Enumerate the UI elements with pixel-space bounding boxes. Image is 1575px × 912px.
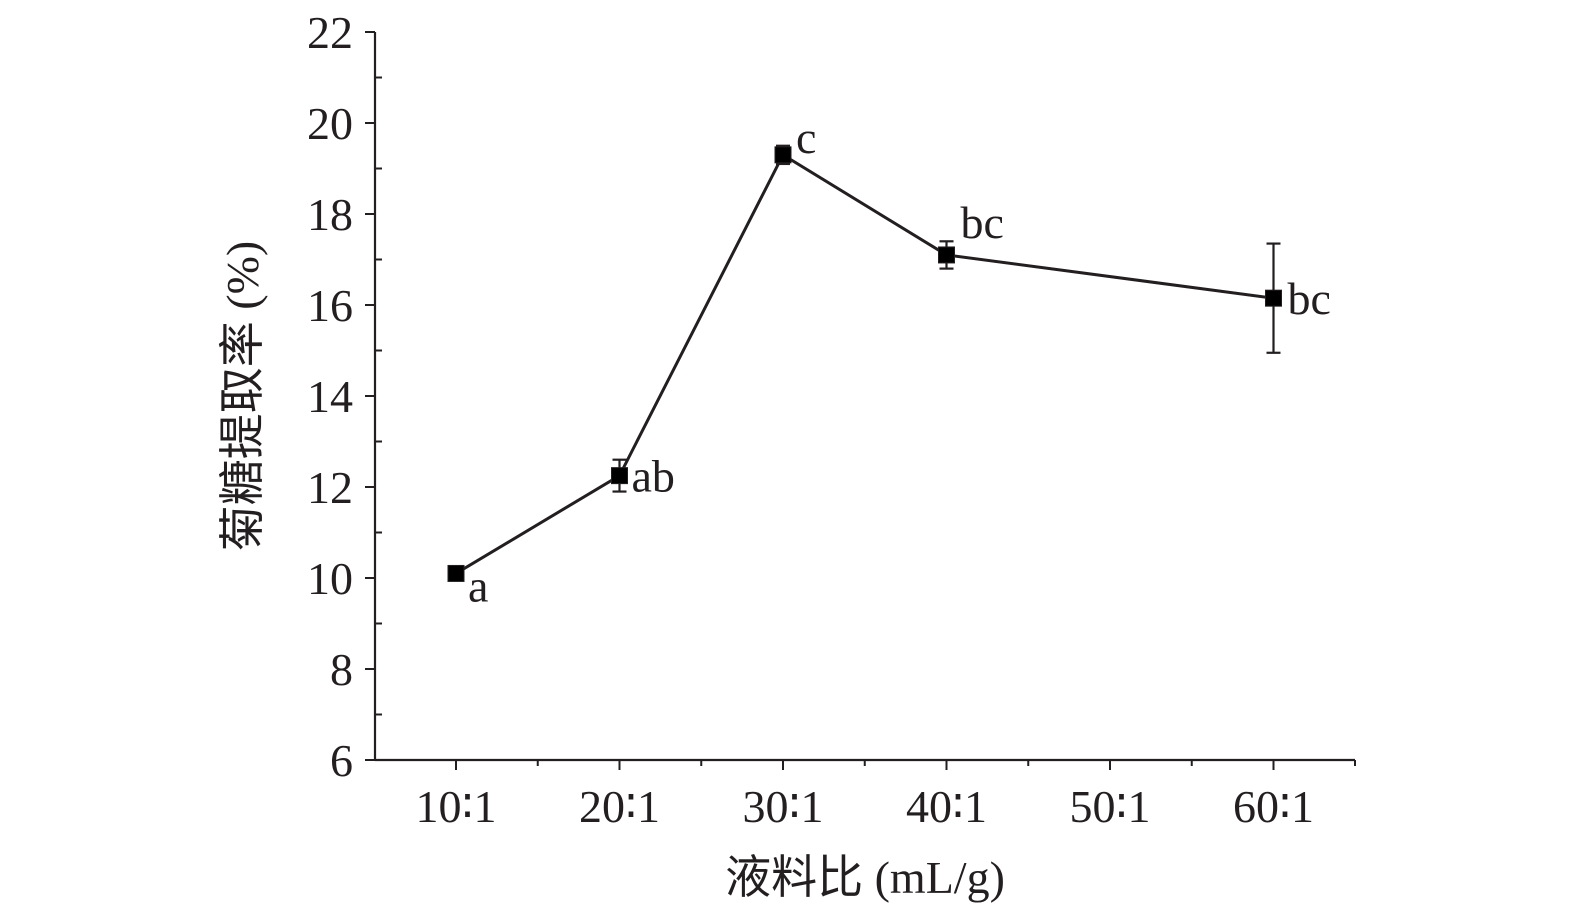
x-tick-label: 60∶1	[1233, 781, 1314, 832]
point-labels: a ab c bc bc	[468, 112, 1331, 612]
data-point	[447, 564, 465, 582]
markers	[447, 146, 1282, 582]
y-tick-label: 10	[307, 553, 353, 604]
data-point	[774, 146, 792, 164]
y-tick-label: 14	[307, 371, 353, 422]
data-point	[938, 246, 955, 264]
y-tick-label: 6	[330, 735, 353, 786]
x-tick-label: 40∶1	[906, 781, 987, 832]
y-tick-label: 20	[307, 98, 353, 149]
data-label: bc	[1288, 273, 1331, 324]
y-tick-label: 16	[307, 280, 353, 331]
y-ticks: 6 8 10 12 14 16 18 20 22	[307, 7, 382, 786]
y-tick-label: 18	[307, 189, 353, 240]
series-line	[455, 152, 1274, 575]
x-tick-label: 10∶1	[416, 781, 497, 832]
y-tick-label: 12	[307, 462, 353, 513]
y-tick-label: 22	[307, 7, 353, 58]
x-tick-label: 20∶1	[579, 781, 660, 832]
data-label: bc	[961, 197, 1004, 248]
error-bars	[449, 144, 1281, 580]
x-tick-label: 30∶1	[743, 781, 824, 832]
x-tick-label: 50∶1	[1070, 781, 1151, 832]
axes	[373, 32, 1355, 762]
y-tick-label: 8	[330, 644, 353, 695]
x-axis-title: 液料比 (mL/g)	[725, 852, 1005, 903]
series-group	[455, 152, 1274, 575]
data-label: c	[796, 112, 816, 163]
data-label: a	[468, 560, 488, 611]
y-axis-title: 菊糖提取率 (%)	[217, 241, 268, 551]
x-ticks: 10∶1 20∶1 30∶1 40∶1 50∶1 60∶1	[416, 760, 1356, 832]
data-label: ab	[632, 451, 675, 502]
data-point	[611, 467, 628, 485]
data-point	[1265, 289, 1282, 307]
